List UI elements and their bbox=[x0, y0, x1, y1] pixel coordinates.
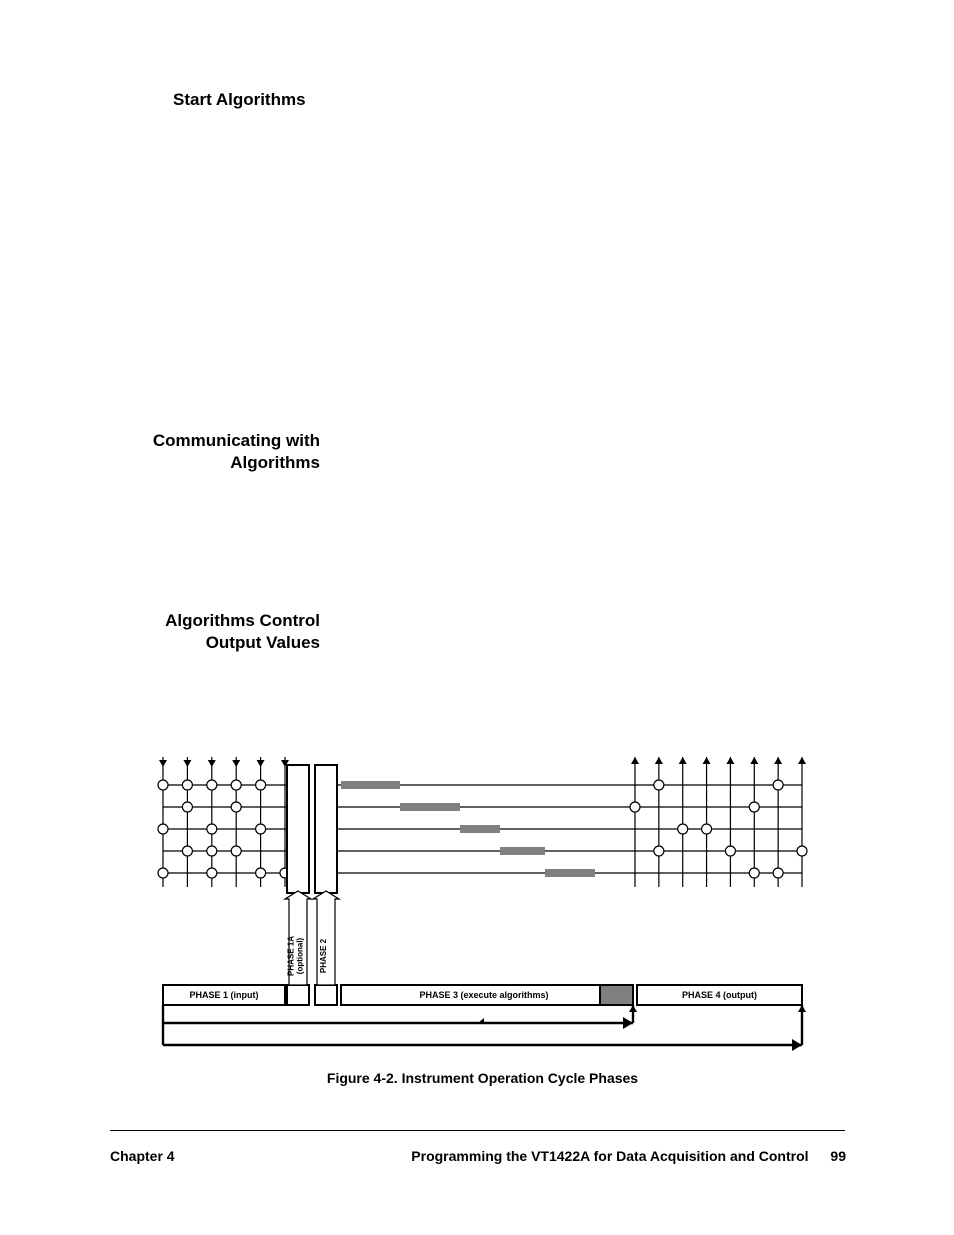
footer-chapter: Chapter 4 bbox=[110, 1148, 175, 1164]
svg-text:PHASE 3 (execute algorithms): PHASE 3 (execute algorithms) bbox=[419, 990, 548, 1000]
heading-start-algorithms: Start Algorithms bbox=[173, 90, 306, 110]
figure-caption: Figure 4-2. Instrument Operation Cycle P… bbox=[155, 1070, 810, 1086]
svg-text:(optional): (optional) bbox=[296, 937, 305, 974]
footer-title: Programming the VT1422A for Data Acquisi… bbox=[411, 1148, 846, 1164]
heading-algorithms-control: Algorithms Control Output Values bbox=[130, 610, 320, 654]
page: Start Algorithms Communicating with Algo… bbox=[0, 0, 954, 1235]
svg-text:PHASE 4 (output): PHASE 4 (output) bbox=[682, 990, 757, 1000]
footer-page-number: 99 bbox=[830, 1148, 846, 1164]
diagram-svg: PHASE 1 (input) PHASE 3 (execute algorith… bbox=[155, 755, 810, 1055]
footer-rule bbox=[110, 1130, 845, 1131]
svg-text:PHASE 1A: PHASE 1A bbox=[287, 936, 296, 976]
heading-communicating: Communicating with Algorithms bbox=[130, 430, 320, 474]
footer-title-text: Programming the VT1422A for Data Acquisi… bbox=[411, 1148, 808, 1164]
svg-text:PHASE 1 (input): PHASE 1 (input) bbox=[190, 990, 259, 1000]
figure-diagram: PHASE 1 (input) PHASE 3 (execute algorith… bbox=[155, 755, 810, 1075]
svg-text:PHASE 2: PHASE 2 bbox=[319, 938, 328, 973]
